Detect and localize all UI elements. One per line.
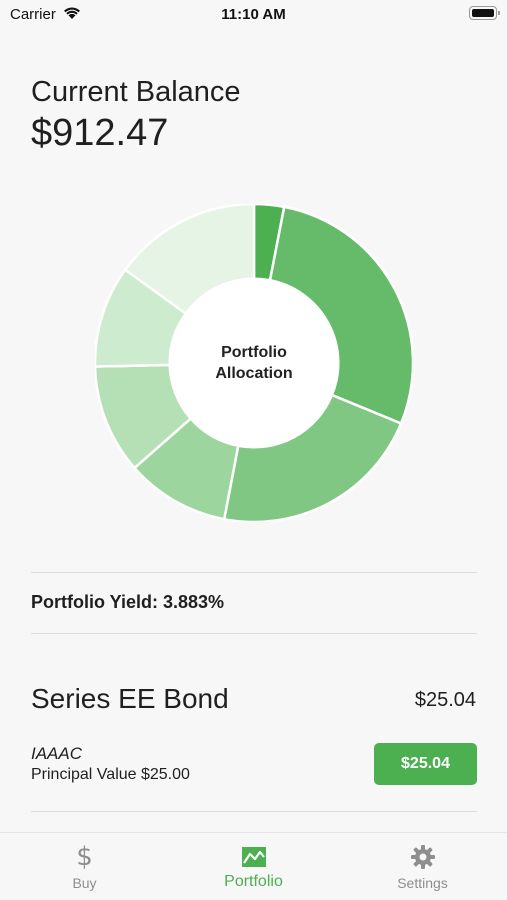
- bond-principal-value: Principal Value $25.00: [31, 766, 190, 783]
- chart-center-label: Portfolio Allocation: [95, 204, 413, 522]
- tab-portfolio-label: Portfolio: [224, 873, 283, 890]
- donut-hole: [170, 279, 338, 447]
- balance-value: $912.47: [31, 112, 169, 154]
- tab-settings-label: Settings: [397, 875, 448, 891]
- chart-icon: [241, 843, 267, 871]
- chart-title-line-2: Allocation: [215, 365, 293, 382]
- tab-settings[interactable]: Settings: [338, 833, 507, 900]
- bond-amount: $25.04: [414, 689, 476, 711]
- tab-portfolio[interactable]: Portfolio: [169, 833, 338, 900]
- chart-title-line-1: Portfolio: [221, 344, 287, 361]
- portfolio-allocation-chart: [95, 204, 413, 522]
- battery-icon: [469, 6, 500, 20]
- gear-icon: [410, 843, 436, 871]
- pie-slice-2: [268, 205, 413, 426]
- pie-slice-3: [222, 393, 403, 522]
- carrier-label: Carrier: [10, 6, 56, 23]
- balance-label: Current Balance: [31, 76, 241, 108]
- bond-title: Series EE Bond: [31, 683, 229, 714]
- portfolio-yield: Portfolio Yield: 3.883%: [31, 592, 225, 612]
- tab-buy[interactable]: $ Buy: [0, 833, 169, 900]
- bond-code: IAAAC: [31, 744, 83, 763]
- divider: [31, 572, 477, 573]
- dollar-icon: $: [76, 842, 93, 872]
- wifi-icon: [62, 5, 82, 25]
- tab-bar: $ Buy Portfolio: [0, 832, 507, 900]
- status-bar: Carrier 11:10 AM: [0, 0, 507, 30]
- divider: [31, 811, 477, 812]
- bond-value-button[interactable]: $25.04: [374, 743, 477, 785]
- divider: [31, 633, 477, 634]
- tab-buy-label: Buy: [72, 875, 97, 891]
- status-time: 11:10 AM: [221, 6, 286, 23]
- pie-slice-7: [123, 204, 256, 316]
